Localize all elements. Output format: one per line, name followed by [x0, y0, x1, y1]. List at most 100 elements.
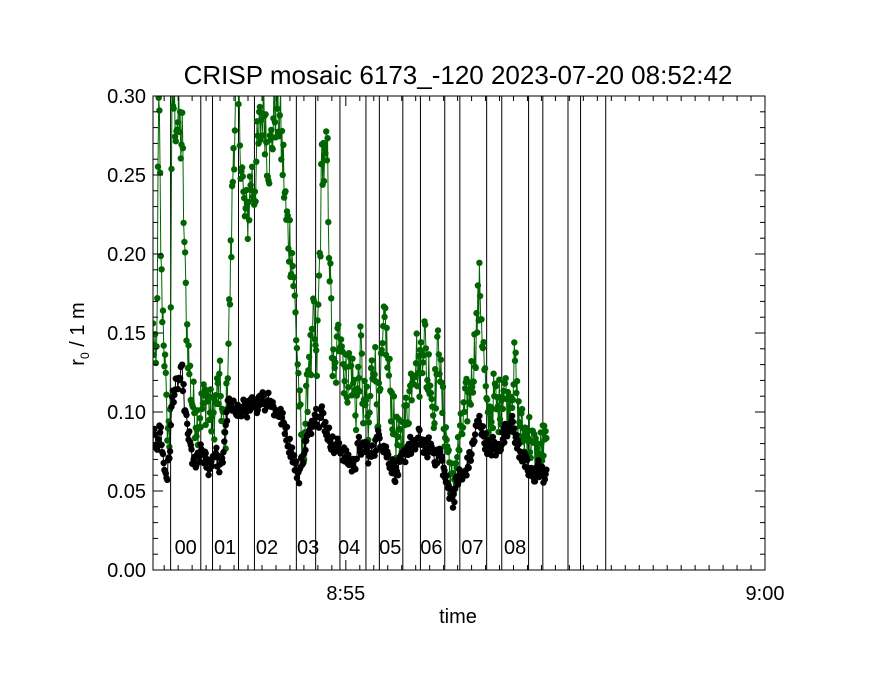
data-point	[540, 452, 547, 459]
data-point	[282, 188, 289, 195]
segment-label-01: 01	[214, 537, 236, 559]
data-point	[254, 406, 261, 413]
data-point	[261, 151, 269, 158]
data-point	[513, 377, 521, 385]
data-point	[265, 389, 272, 396]
data-point	[452, 460, 460, 467]
data-point	[356, 388, 363, 395]
data-point	[379, 340, 386, 347]
data-point	[513, 389, 520, 397]
data-point	[314, 317, 321, 324]
svg-text:r0 / 1 m: r0 / 1 m	[67, 302, 92, 365]
data-point	[247, 182, 254, 189]
data-point	[367, 392, 374, 400]
data-point	[293, 337, 300, 344]
data-point	[515, 398, 522, 405]
data-point	[194, 407, 201, 414]
axes-layer: 0.00 0.05 0.10 0.15 0.20 0.25 0.30 8:55 9:00	[107, 86, 784, 605]
data-point	[473, 309, 480, 317]
data-point	[331, 364, 338, 371]
data-point	[327, 260, 334, 267]
data-point	[293, 344, 301, 352]
y-tick-label: 0.20	[107, 244, 146, 266]
data-point	[355, 374, 363, 382]
data-point	[202, 450, 209, 457]
data-point	[385, 451, 392, 458]
data-point	[283, 423, 291, 431]
data-point	[239, 173, 246, 180]
data-point	[345, 350, 353, 357]
data-point	[390, 393, 398, 400]
data-point	[285, 258, 293, 265]
data-point	[413, 330, 420, 337]
data-point	[502, 375, 509, 382]
data-point	[387, 418, 395, 425]
data-point	[383, 324, 390, 332]
data-point	[278, 156, 285, 163]
x-tick-label: 8:55	[326, 583, 365, 605]
segment-label-03: 03	[297, 537, 319, 559]
y-tick-label: 0.05	[107, 481, 146, 503]
data-point	[276, 112, 283, 119]
y-axis-label: r0 / 1 m	[67, 302, 92, 365]
data-point	[259, 132, 266, 139]
data-point	[365, 460, 372, 467]
data-point	[281, 430, 288, 437]
data-point	[397, 426, 404, 433]
data-point	[425, 434, 432, 441]
data-point	[325, 218, 332, 226]
data-point	[465, 379, 472, 386]
data-point	[511, 425, 518, 432]
data-point	[313, 405, 320, 413]
data-point	[311, 336, 318, 343]
data-point	[509, 418, 517, 426]
data-point	[408, 397, 415, 404]
data-point	[445, 447, 452, 454]
segment-boundary-lines	[170, 96, 607, 570]
data-point	[419, 359, 427, 366]
data-point	[526, 413, 533, 421]
data-point	[153, 351, 157, 359]
data-point	[219, 459, 226, 466]
data-point	[329, 433, 336, 440]
data-point	[216, 357, 224, 364]
data-point	[441, 467, 448, 474]
data-point	[504, 433, 511, 440]
data-point	[169, 67, 175, 73]
data-point	[368, 357, 375, 364]
data-point	[451, 498, 458, 506]
data-point	[335, 439, 343, 447]
data-point	[227, 237, 234, 244]
data-point	[230, 145, 237, 152]
data-point	[238, 164, 246, 171]
data-point	[318, 403, 326, 410]
data-point	[300, 459, 307, 466]
data-point	[332, 379, 340, 386]
data-point	[428, 395, 435, 403]
data-point	[156, 107, 163, 114]
data-point	[349, 355, 356, 362]
data-point	[320, 177, 328, 185]
data-point	[518, 405, 526, 413]
data-point	[167, 421, 174, 429]
data-point	[501, 439, 508, 446]
data-point	[183, 411, 190, 419]
data-point	[207, 386, 214, 393]
data-point	[476, 259, 483, 266]
data-point	[480, 339, 487, 346]
data-point	[378, 346, 385, 354]
data-point	[279, 409, 286, 417]
data-point	[479, 423, 487, 430]
data-point	[246, 173, 254, 180]
data-point	[456, 447, 463, 454]
data-point	[368, 442, 375, 449]
data-point	[158, 266, 165, 273]
data-point	[443, 472, 450, 479]
data-point	[214, 380, 221, 387]
data-point	[352, 412, 359, 419]
data-point	[176, 84, 182, 90]
data-point	[182, 279, 189, 286]
data-point	[174, 385, 182, 393]
data-point	[179, 361, 186, 368]
segment-label-05: 05	[379, 537, 401, 559]
